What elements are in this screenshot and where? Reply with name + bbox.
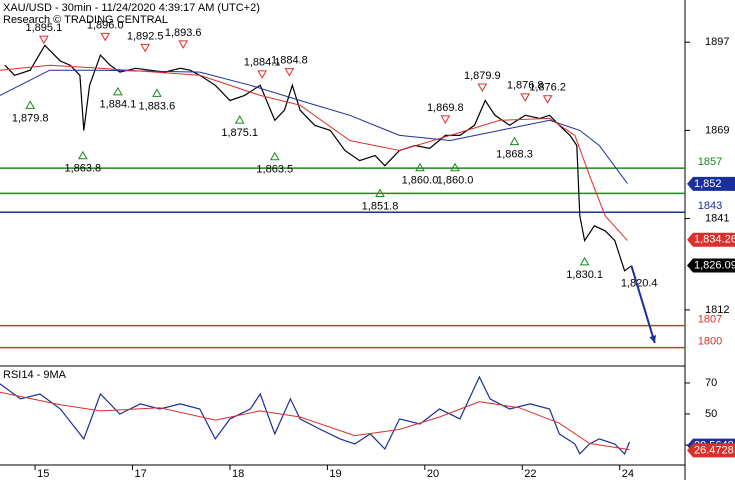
swing-label: 1,884.8 — [271, 55, 308, 67]
swing-label: 1,884.1 — [244, 57, 281, 69]
y-tick-label: 1841 — [705, 212, 729, 224]
swing-low-marker — [375, 188, 385, 198]
swing-label: 1,860.0 — [402, 175, 439, 187]
swing-low-marker — [269, 151, 280, 161]
swing-label: 1,879.9 — [464, 70, 501, 82]
x-tick-label: 20 — [427, 468, 439, 480]
y-tick-label: 1869 — [705, 124, 729, 136]
swing-label: 1,895.1 — [25, 22, 62, 34]
price-tag — [687, 232, 735, 247]
swing-label: 1,851.8 — [362, 200, 399, 212]
price-tag-label: 1,834.26 — [694, 234, 735, 246]
swing-low-marker — [25, 100, 36, 109]
series-line — [4, 44, 632, 272]
swing-label: 1,879.8 — [12, 112, 49, 124]
chart-title: XAU/USD - 30min - 11/24/2020 4:39:17 AM … — [3, 2, 260, 14]
swing-low-marker — [579, 256, 590, 266]
swing-low-marker — [77, 150, 88, 160]
price-tag-label: 1,852 — [694, 178, 722, 190]
swing-high-marker — [477, 83, 488, 93]
swing-label: 1,875.1 — [221, 127, 258, 139]
swing-low-marker — [152, 88, 162, 97]
swing-label: 1,868.3 — [496, 148, 533, 160]
price-tag-label: 26.4728 — [694, 444, 734, 456]
swing-high-marker — [257, 70, 267, 79]
y-tick-label: 1897 — [705, 36, 729, 48]
swing-label: 1,892.5 — [127, 30, 164, 42]
swing-label: 1,893.6 — [165, 27, 202, 39]
swing-label: 1,883.6 — [139, 100, 176, 112]
swing-label: 1,876.8 — [507, 80, 544, 92]
x-tick-label: 22 — [524, 468, 536, 480]
x-tick-label: 17 — [135, 468, 147, 480]
level-label: 1800 — [698, 336, 722, 348]
swing-low-marker — [415, 162, 425, 172]
swing-label: 1,863.8 — [64, 163, 101, 175]
swing-low-marker — [234, 115, 245, 124]
level-label: 1807 — [698, 314, 722, 326]
price-tag — [687, 443, 735, 458]
series-line — [0, 69, 628, 184]
y-tick-label: 50 — [705, 408, 717, 420]
swing-high-marker — [520, 93, 531, 102]
x-tick-label: 15 — [37, 468, 49, 480]
level-label: 1843 — [698, 200, 722, 212]
swing-label: 1,830.1 — [566, 269, 603, 281]
swing-high-marker — [440, 115, 451, 124]
swing-low-marker — [509, 136, 520, 146]
price-tag-label: 1,826.09 — [694, 259, 735, 271]
swing-high-marker — [178, 40, 189, 49]
x-tick-label: 24 — [622, 468, 634, 480]
x-tick-label: 19 — [329, 468, 341, 480]
swing-low-marker — [113, 86, 123, 96]
swing-high-marker — [284, 68, 295, 77]
swing-high-marker — [38, 35, 49, 45]
panel-title: RSI14 - 9MA — [3, 369, 67, 381]
swing-high-marker — [542, 95, 553, 104]
swing-low-marker — [450, 162, 460, 172]
series-line — [0, 391, 630, 451]
level-label: 1857 — [698, 156, 722, 168]
y-tick-label: 70 — [705, 377, 717, 389]
swing-label: 1,869.8 — [427, 102, 464, 114]
projection-arrowhead — [649, 335, 657, 343]
swing-label: 1,896.0 — [87, 19, 124, 31]
swing-label: 1,860.0 — [437, 175, 474, 187]
chart-subtitle: Research © TRADING CENTRAL — [3, 14, 168, 26]
target-label: 1,820.4 — [621, 277, 658, 289]
series-line — [0, 64, 628, 241]
price-tag — [687, 176, 735, 191]
swing-label: 1,863.5 — [256, 164, 293, 176]
y-tick-label: 1812 — [705, 304, 729, 316]
projection-arrow — [630, 265, 656, 344]
swing-label: 1,884.1 — [100, 99, 137, 111]
price-tag — [687, 258, 735, 273]
swing-high-marker — [140, 43, 151, 53]
swing-label: 1,876.2 — [529, 82, 566, 94]
x-tick-label: 18 — [232, 468, 244, 480]
swing-high-marker — [100, 32, 111, 42]
